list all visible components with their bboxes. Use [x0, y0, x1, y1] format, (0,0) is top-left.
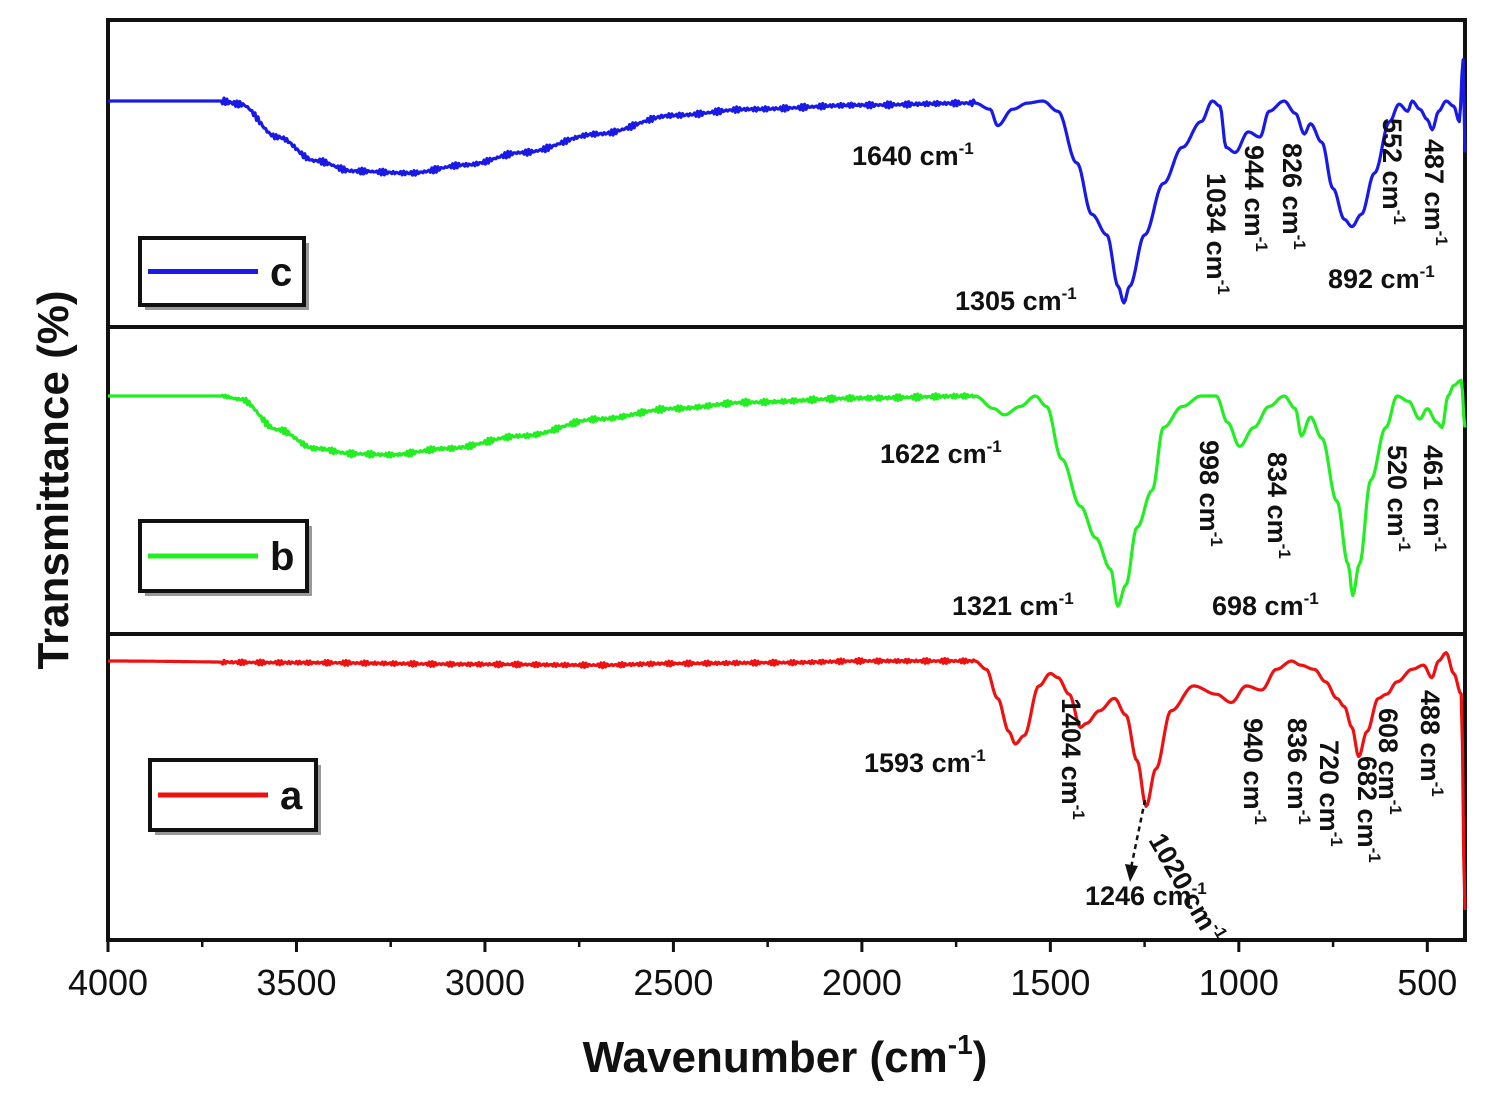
peak-label: 1404 cm-1	[1056, 698, 1088, 820]
peak-label: 1246 cm-1	[1085, 879, 1207, 911]
peak-label: 487 cm-1	[1419, 139, 1451, 246]
peak-label: 944 cm-1	[1239, 145, 1271, 252]
arrow-head	[1125, 864, 1138, 882]
x-axis-title: Wavenumber (cm-1)	[583, 1029, 988, 1082]
peak-label: 1305 cm-1	[955, 284, 1077, 316]
legend-label-a: a	[280, 774, 303, 818]
peak-label: 461 cm-1	[1418, 445, 1450, 552]
peak-label: 826 cm-1	[1277, 143, 1309, 250]
annotation-arrow	[1125, 799, 1147, 882]
x-tick-label: 3500	[256, 962, 336, 1003]
peak-label: 998 cm-1	[1194, 440, 1226, 547]
x-axis-title-main: Wavenumber (cm	[583, 1033, 948, 1082]
x-tick-label: 1500	[1010, 962, 1090, 1003]
peak-label: 1640 cm-1	[852, 139, 974, 171]
peak-label: 1034 cm-1	[1201, 173, 1233, 295]
peak-label: 1321 cm-1	[952, 589, 1074, 621]
x-axis: 4000 3500 3000 2500 2000 1500 1000 500	[68, 940, 1457, 1003]
peak-label: 552 cm-1	[1377, 118, 1409, 225]
x-tick-label: 4000	[68, 962, 148, 1003]
spectrum-line-c	[107, 58, 1467, 305]
peak-label: 682 cm-1	[1352, 756, 1384, 863]
x-axis-title-sup: -1	[948, 1029, 973, 1060]
spectrum-line-a	[107, 651, 1467, 911]
x-tick-label: 500	[1397, 962, 1457, 1003]
peak-label: 940 cm-1	[1238, 718, 1270, 825]
x-axis-title-close: )	[973, 1033, 988, 1082]
spectra-curves	[107, 58, 1467, 911]
peak-label: 488 cm-1	[1415, 690, 1447, 797]
peak-label: 608 cm-1	[1373, 708, 1405, 815]
spectrum-line-b	[107, 378, 1467, 608]
arrow-line	[1129, 799, 1147, 869]
legend-label-c: c	[270, 251, 292, 295]
peak-label: 520 cm-1	[1382, 445, 1414, 552]
peak-label: 1622 cm-1	[880, 437, 1002, 469]
plot-frame	[106, 18, 1467, 942]
x-tick-label: 2000	[822, 962, 902, 1003]
peak-label: 720 cm-1	[1314, 740, 1346, 847]
x-tick-label: 2500	[633, 962, 713, 1003]
y-axis-title: Transmittance (%)	[29, 291, 78, 670]
legend-label-b: b	[270, 535, 294, 579]
x-tick-label: 1000	[1199, 962, 1279, 1003]
peak-label: 698 cm-1	[1212, 589, 1319, 621]
x-tick-label: 3000	[445, 962, 525, 1003]
peak-label: 836 cm-1	[1282, 718, 1314, 825]
legends: c b a	[138, 236, 321, 835]
peak-label: 892 cm-1	[1328, 262, 1435, 294]
peak-label: 1593 cm-1	[864, 746, 986, 778]
peak-label: 834 cm-1	[1262, 452, 1294, 559]
panel-frames	[106, 18, 1467, 942]
